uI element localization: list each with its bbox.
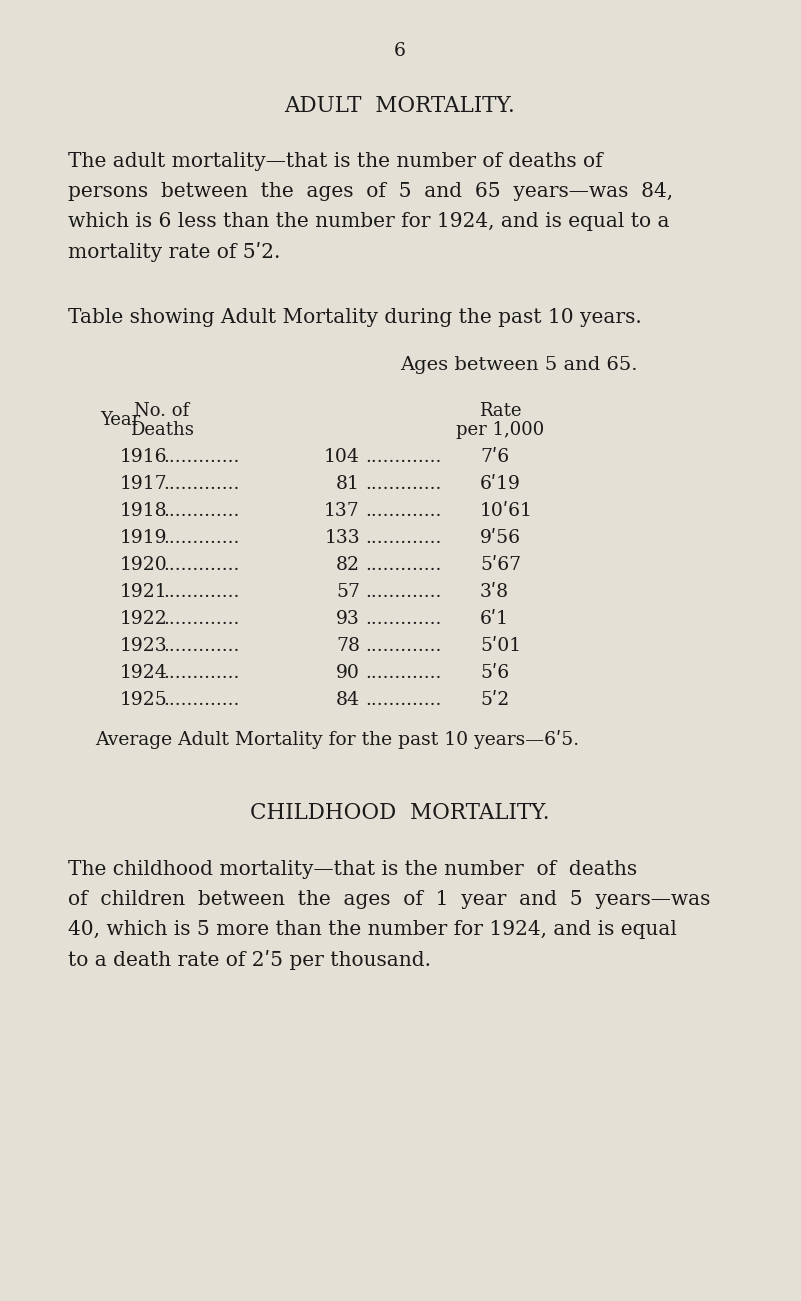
Text: 6ʹ19: 6ʹ19 [480, 475, 521, 493]
Text: The childhood mortality—that is the number  of  deaths: The childhood mortality—that is the numb… [68, 860, 637, 879]
Text: persons  between  the  ages  of  5  and  65  years—was  84,: persons between the ages of 5 and 65 yea… [68, 182, 673, 200]
Text: Average Adult Mortality for the past 10 years—6ʹ5.: Average Adult Mortality for the past 10 … [95, 730, 579, 749]
Text: .............: ............. [365, 691, 441, 709]
Text: .............: ............. [365, 448, 441, 466]
Text: CHILDHOOD  MORTALITY.: CHILDHOOD MORTALITY. [250, 801, 549, 824]
Text: 6ʹ1: 6ʹ1 [480, 610, 509, 628]
Text: .............: ............. [365, 664, 441, 682]
Text: 9ʹ56: 9ʹ56 [480, 530, 521, 546]
Text: .............: ............. [163, 475, 239, 493]
Text: 78: 78 [336, 637, 360, 654]
Text: 10ʹ61: 10ʹ61 [480, 502, 533, 520]
Text: 3ʹ8: 3ʹ8 [480, 583, 509, 601]
Text: 82: 82 [336, 556, 360, 574]
Text: 1925: 1925 [120, 691, 167, 709]
Text: .............: ............. [365, 530, 441, 546]
Text: No. of: No. of [135, 402, 190, 420]
Text: 1923: 1923 [120, 637, 167, 654]
Text: 1921: 1921 [120, 583, 167, 601]
Text: 5ʹ6: 5ʹ6 [480, 664, 509, 682]
Text: 1920: 1920 [120, 556, 167, 574]
Text: Table showing Adult Mortality during the past 10 years.: Table showing Adult Mortality during the… [68, 308, 642, 327]
Text: ADULT  MORTALITY.: ADULT MORTALITY. [284, 95, 515, 117]
Text: 5ʹ01: 5ʹ01 [480, 637, 521, 654]
Text: 93: 93 [336, 610, 360, 628]
Text: .............: ............. [365, 475, 441, 493]
Text: per 1,000: per 1,000 [456, 422, 544, 438]
Text: Year: Year [100, 411, 140, 429]
Text: 1916: 1916 [120, 448, 167, 466]
Text: 6: 6 [394, 42, 406, 60]
Text: .............: ............. [163, 448, 239, 466]
Text: which is 6 less than the number for 1924, and is equal to a: which is 6 less than the number for 1924… [68, 212, 670, 232]
Text: .............: ............. [365, 502, 441, 520]
Text: .............: ............. [163, 530, 239, 546]
Text: 5ʹ2: 5ʹ2 [480, 691, 509, 709]
Text: 40, which is 5 more than the number for 1924, and is equal: 40, which is 5 more than the number for … [68, 920, 677, 939]
Text: 1924: 1924 [120, 664, 167, 682]
Text: .............: ............. [163, 583, 239, 601]
Text: mortality rate of 5ʹ2.: mortality rate of 5ʹ2. [68, 242, 280, 262]
Text: The adult mortality—that is the number of deaths of: The adult mortality—that is the number o… [68, 152, 602, 170]
Text: 1918: 1918 [120, 502, 167, 520]
Text: .............: ............. [163, 502, 239, 520]
Text: 90: 90 [336, 664, 360, 682]
Text: to a death rate of 2ʹ5 per thousand.: to a death rate of 2ʹ5 per thousand. [68, 950, 431, 971]
Text: .............: ............. [163, 556, 239, 574]
Text: Ages between 5 and 65.: Ages between 5 and 65. [400, 356, 638, 373]
Text: 7ʹ6: 7ʹ6 [480, 448, 509, 466]
Text: Rate: Rate [479, 402, 521, 420]
Text: 1919: 1919 [120, 530, 167, 546]
Text: 1922: 1922 [120, 610, 167, 628]
Text: .............: ............. [365, 637, 441, 654]
Text: 57: 57 [336, 583, 360, 601]
Text: .............: ............. [163, 610, 239, 628]
Text: .............: ............. [365, 610, 441, 628]
Text: Deaths: Deaths [130, 422, 194, 438]
Text: .............: ............. [365, 556, 441, 574]
Text: 137: 137 [324, 502, 360, 520]
Text: .............: ............. [365, 583, 441, 601]
Text: 84: 84 [336, 691, 360, 709]
Text: 1917: 1917 [120, 475, 167, 493]
Text: .............: ............. [163, 691, 239, 709]
Text: .............: ............. [163, 664, 239, 682]
Text: .............: ............. [163, 637, 239, 654]
Text: 5ʹ67: 5ʹ67 [480, 556, 521, 574]
Text: 81: 81 [336, 475, 360, 493]
Text: of  children  between  the  ages  of  1  year  and  5  years—was: of children between the ages of 1 year a… [68, 890, 710, 909]
Text: 104: 104 [324, 448, 360, 466]
Text: 133: 133 [324, 530, 360, 546]
